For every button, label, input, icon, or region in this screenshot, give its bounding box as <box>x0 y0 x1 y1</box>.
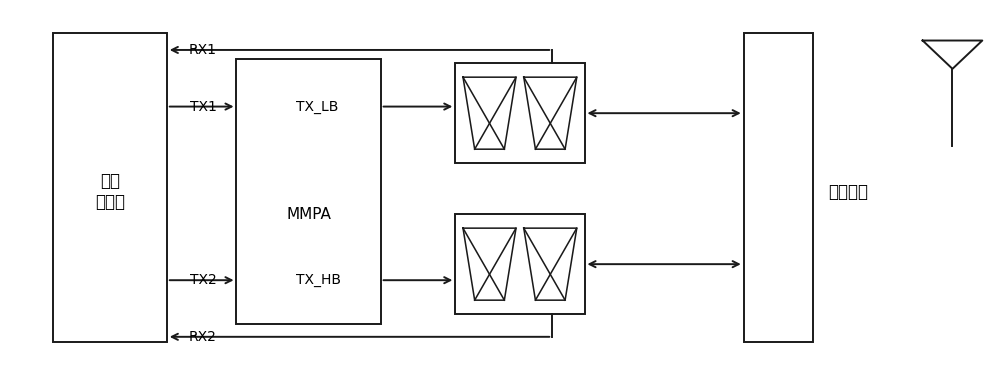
Bar <box>455 214 585 314</box>
Bar <box>744 33 813 342</box>
Text: 无线开关: 无线开关 <box>828 183 868 200</box>
Text: RX1: RX1 <box>189 43 217 57</box>
Bar <box>236 59 381 324</box>
Text: 无线
收发器: 无线 收发器 <box>95 172 125 211</box>
Text: TX_LB: TX_LB <box>296 100 339 114</box>
Bar <box>53 33 167 342</box>
Text: TX2: TX2 <box>190 273 217 287</box>
Text: TX_HB: TX_HB <box>296 273 341 287</box>
Text: RX2: RX2 <box>189 330 217 344</box>
Text: TX1: TX1 <box>190 100 217 114</box>
Bar <box>455 63 585 163</box>
Text: MMPA: MMPA <box>286 207 331 222</box>
